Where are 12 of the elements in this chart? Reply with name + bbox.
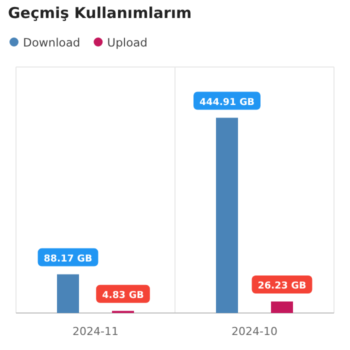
bar — [57, 274, 79, 313]
bar — [271, 301, 293, 313]
legend-label: Upload — [107, 36, 148, 50]
data-label: 26.23 GB — [258, 280, 306, 292]
data-label: 88.17 GB — [44, 253, 92, 264]
x-tick-label: 2024-10 — [232, 324, 278, 338]
data-label: 444.91 GB — [199, 96, 255, 108]
data-label: 4.83 GB — [102, 290, 144, 301]
bar — [216, 118, 238, 313]
legend-label: Download — [23, 36, 80, 50]
x-tick-label: 2024-11 — [72, 324, 118, 338]
chart-title: Geçmiş Kullanımlarım — [8, 4, 192, 22]
